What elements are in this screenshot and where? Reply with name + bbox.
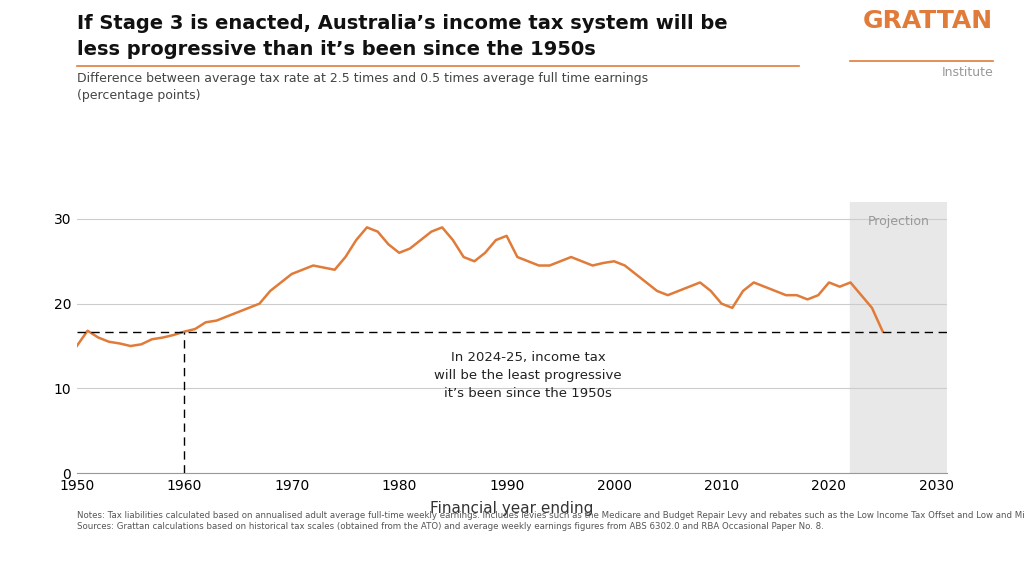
X-axis label: Financial year ending: Financial year ending: [430, 501, 594, 516]
Text: Institute: Institute: [941, 66, 993, 80]
Text: Projection: Projection: [868, 215, 930, 228]
Text: If Stage 3 is enacted, Australia’s income tax system will be: If Stage 3 is enacted, Australia’s incom…: [77, 14, 727, 33]
Text: Notes: Tax liabilities calculated based on annualised adult average full-time we: Notes: Tax liabilities calculated based …: [77, 511, 1024, 531]
Text: GRATTAN: GRATTAN: [863, 9, 993, 33]
Bar: [851, 202, 947, 473]
Text: Difference between average tax rate at 2.5 times and 0.5 times average full time: Difference between average tax rate at 2…: [77, 72, 648, 102]
Text: In 2024-25, income tax
will be the least progressive
it’s been since the 1950s: In 2024-25, income tax will be the least…: [434, 351, 622, 400]
Text: less progressive than it’s been since the 1950s: less progressive than it’s been since th…: [77, 40, 596, 59]
